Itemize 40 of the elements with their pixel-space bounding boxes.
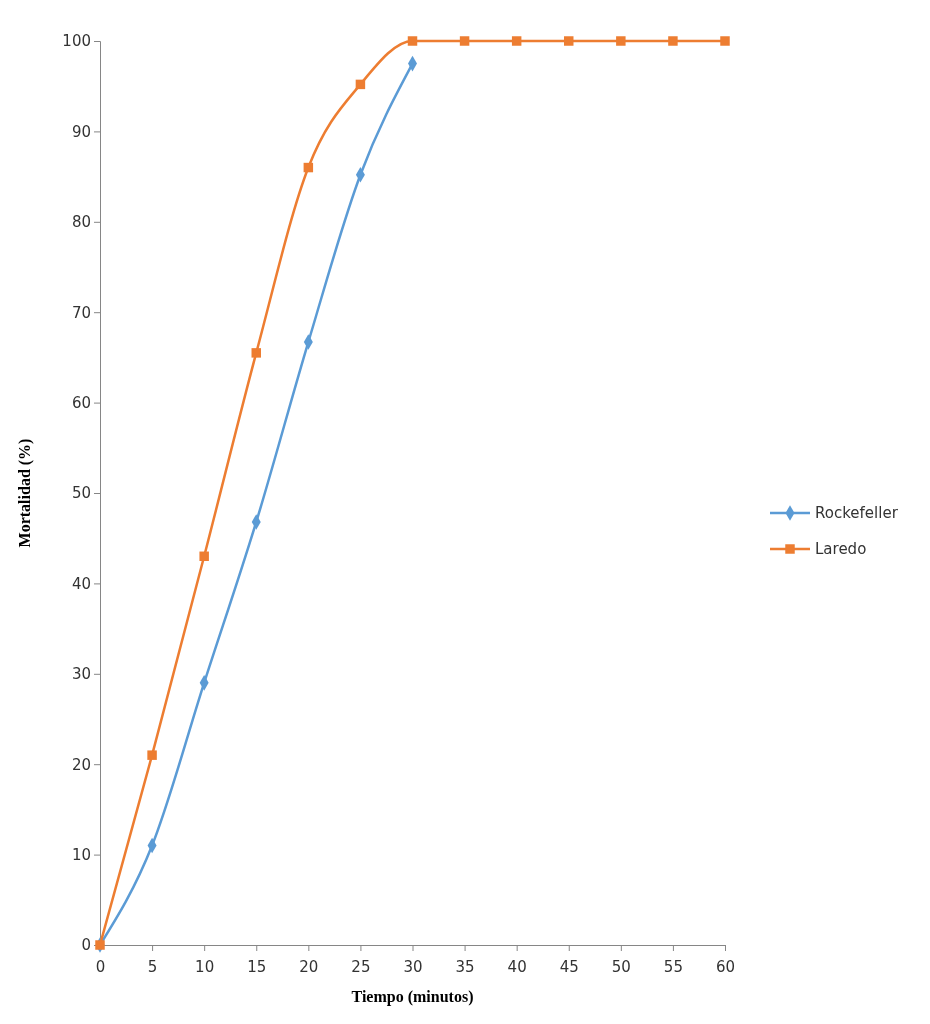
y-tick-label: 50: [71, 484, 91, 503]
y-tick-label: 0: [81, 936, 91, 955]
point: [407, 36, 418, 46]
y-tick-label: 70: [71, 303, 91, 322]
point: [668, 36, 678, 46]
point: [303, 162, 314, 173]
point: [720, 36, 730, 46]
point: [251, 348, 261, 358]
x-tick-label: 60: [715, 958, 736, 976]
point: [616, 36, 626, 46]
y-tick-label: 100: [62, 32, 91, 51]
x-tick-label: 25: [351, 958, 371, 976]
legend-label: Laredo: [815, 540, 867, 559]
point: [511, 36, 522, 46]
x-axis-title: Tiempo (minutos): [351, 988, 474, 1006]
point: [459, 36, 470, 46]
point: [564, 36, 574, 46]
x-tick-label: 0: [95, 958, 106, 976]
x-tick-label: 15: [247, 958, 267, 976]
y-tick-label: 10: [71, 845, 91, 864]
y-tick-label: 40: [71, 574, 91, 593]
y-tick-label: 80: [71, 213, 91, 232]
x-tick-label: 10: [195, 958, 215, 976]
x-tick-label: 45: [559, 958, 579, 976]
point: [199, 551, 209, 562]
x-tick-label: 40: [507, 958, 527, 976]
x-tick-label: 35: [455, 958, 475, 976]
legend-label: Rockefeller: [815, 504, 899, 523]
y-tick-label: 20: [71, 755, 91, 774]
y-tick-label: 30: [71, 665, 91, 684]
x-tick-label: 20: [299, 958, 319, 976]
y-tick-label: 90: [71, 122, 91, 141]
x-tick-label: 50: [611, 958, 631, 976]
x-tick-label: 55: [663, 958, 683, 976]
x-tick-label: 5: [147, 958, 158, 976]
y-tick-label: 60: [71, 393, 91, 412]
point: [147, 750, 157, 760]
point: [355, 79, 366, 90]
y-axis-title: Mortalidad (%): [16, 438, 34, 548]
x-tick-label: 30: [403, 958, 423, 976]
